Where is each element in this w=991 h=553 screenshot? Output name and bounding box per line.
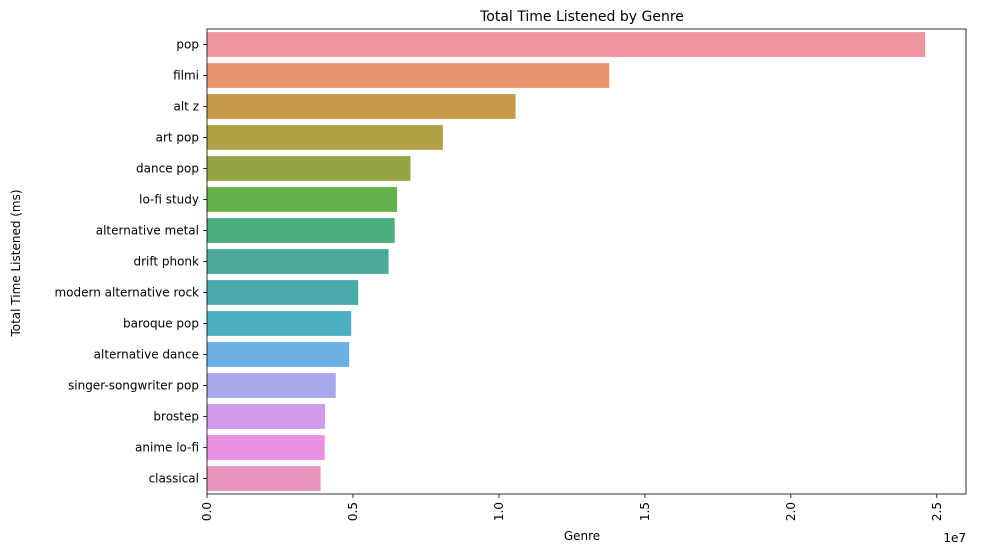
y-tick-label: singer-songwriter pop <box>68 379 199 393</box>
bars-group <box>207 32 926 491</box>
x-tick-label: 2.5 <box>930 502 944 521</box>
y-tick-label: brostep <box>153 410 199 424</box>
bar-lo-fi-study <box>207 187 398 212</box>
y-tick-label: lo-fi study <box>139 193 199 207</box>
y-tick-label: dance pop <box>136 162 199 176</box>
x-axis-label: Genre <box>564 529 600 543</box>
x-tick-label: 0.5 <box>346 502 360 521</box>
bar-dance-pop <box>207 156 411 181</box>
x-axis-ticks: 0.0 0.5 1.0 1.5 2.0 2.5 <box>200 494 944 521</box>
bar-classical <box>207 466 321 491</box>
bar-filmi <box>207 63 610 88</box>
bar-art-pop <box>207 125 443 150</box>
plot-frame <box>206 28 967 495</box>
y-axis-label: Total Time Listened (ms) <box>9 189 23 337</box>
y-tick-label: baroque pop <box>123 317 199 331</box>
bar-singer-songwriter-pop <box>207 373 336 398</box>
bar-baroque-pop <box>207 311 352 336</box>
bar-alternative-dance <box>207 342 350 367</box>
y-tick-label: filmi <box>173 69 199 83</box>
bar-alternative-metal <box>207 218 395 243</box>
x-tick-label: 1.0 <box>492 502 506 521</box>
y-tick-label: alternative metal <box>96 224 199 238</box>
y-tick-label: art pop <box>156 131 199 145</box>
bar-drift-phonk <box>207 249 389 274</box>
bar-modern-alternative-rock <box>207 280 359 305</box>
y-tick-label: classical <box>149 472 199 486</box>
x-tick-label: 0.0 <box>200 502 214 521</box>
y-tick-label: alt z <box>173 100 199 114</box>
y-axis-ticks: pop filmi alt z art pop dance pop lo-fi study… <box>54 38 207 486</box>
y-tick-label: alternative dance <box>94 348 199 362</box>
x-axis-offset-text: 1e7 <box>943 531 966 545</box>
x-tick-label: 1.5 <box>638 502 652 521</box>
bar-anime-lo-fi <box>207 435 325 460</box>
y-tick-label: anime lo-fi <box>135 441 199 455</box>
y-tick-label: drift phonk <box>133 255 199 269</box>
bar-alt-z <box>207 94 516 119</box>
y-tick-label: modern alternative rock <box>54 286 199 300</box>
bar-pop <box>207 32 926 57</box>
y-tick-label: pop <box>176 38 199 52</box>
chart-title: Total Time Listened by Genre <box>479 9 684 25</box>
bar-brostep <box>207 404 325 429</box>
x-tick-label: 2.0 <box>784 502 798 521</box>
